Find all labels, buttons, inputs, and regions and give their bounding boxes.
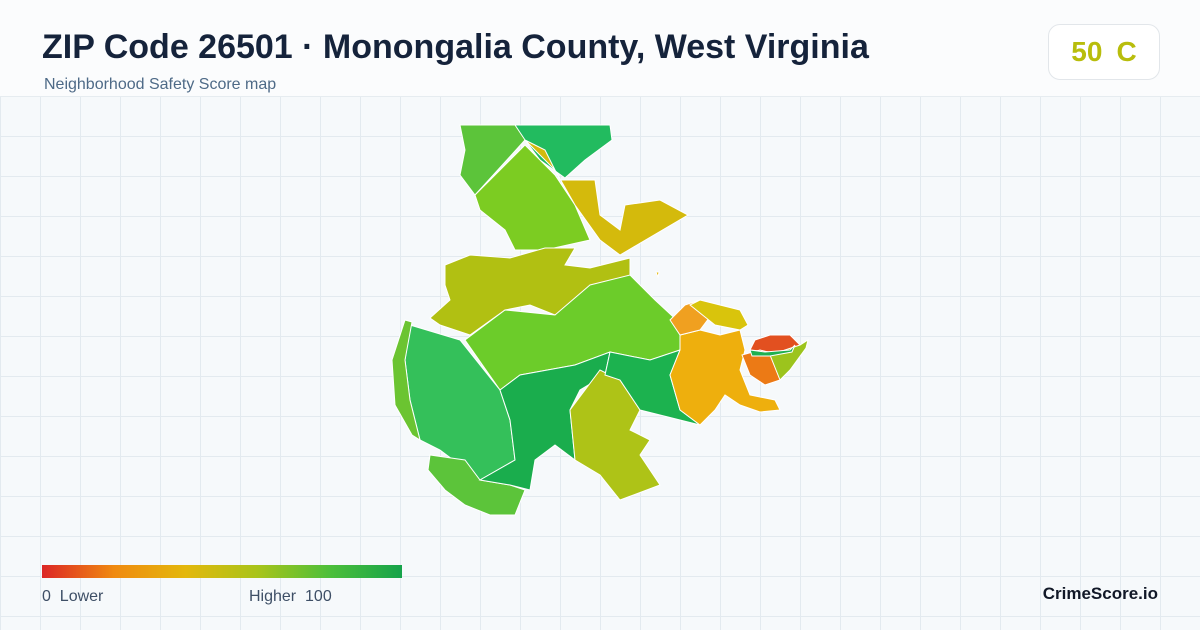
region <box>524 139 690 256</box>
region <box>474 144 591 251</box>
brand: CrimeScore.io <box>1042 584 1158 603</box>
region <box>478 351 611 491</box>
region <box>655 271 660 279</box>
legend-max: 100 <box>305 588 332 605</box>
region <box>391 319 421 442</box>
region <box>669 329 781 426</box>
region <box>427 454 526 516</box>
region <box>514 124 613 179</box>
score-value: 50 <box>1071 36 1103 67</box>
legend-min: 0 <box>42 588 51 605</box>
legend-min-label: Lower <box>59 588 104 605</box>
legend-max-label: Higher <box>249 588 297 605</box>
title: ZIP Code 26501 · Monongalia County, West… <box>42 28 869 66</box>
header-band <box>0 0 1200 97</box>
legend-gradient <box>42 565 402 578</box>
region <box>749 344 796 357</box>
legend-low: 0 Lower <box>42 588 103 606</box>
legend-high: Higher 100 <box>249 588 332 606</box>
region <box>689 299 749 331</box>
subtitle: Neighborhood Safety Score map <box>44 76 277 93</box>
region <box>769 338 809 381</box>
score-badge: 50 C <box>1048 24 1160 80</box>
score-grade: C <box>1116 36 1137 67</box>
